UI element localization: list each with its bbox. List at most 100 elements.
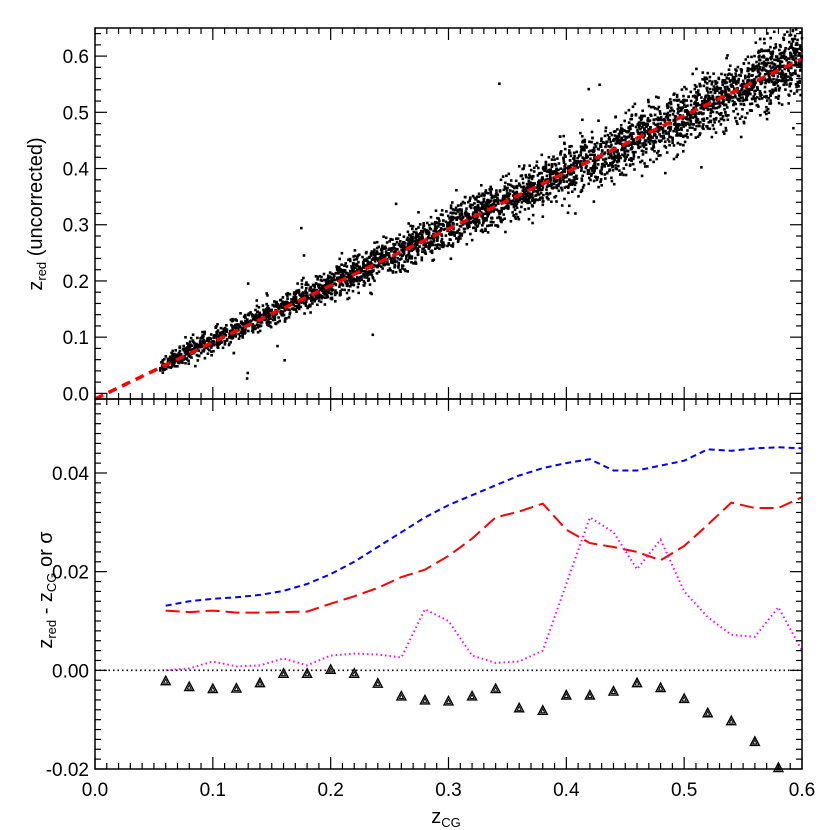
scatter-point <box>648 135 651 139</box>
scatter-point <box>343 288 346 292</box>
scatter-point <box>674 120 677 124</box>
scatter-point <box>409 234 413 237</box>
scatter-point <box>770 66 773 70</box>
scatter-point <box>566 211 570 215</box>
scatter-point <box>357 291 360 295</box>
scatter-point <box>551 172 554 176</box>
scatter-point <box>768 76 771 79</box>
scatter-point <box>754 97 757 100</box>
scatter-point <box>358 253 361 256</box>
scatter-point <box>588 140 591 144</box>
scatter-point <box>705 100 709 103</box>
scatter-point <box>629 141 633 144</box>
scatter-point <box>501 218 505 222</box>
scatter-point <box>701 71 705 74</box>
scatter-point <box>725 98 728 101</box>
scatter-point <box>274 322 277 325</box>
scatter-point <box>343 274 346 277</box>
scatter-point <box>316 278 319 281</box>
scatter-point <box>611 156 615 160</box>
scatter-point <box>360 275 363 279</box>
scatter-point <box>202 348 206 352</box>
scatter-point <box>513 208 517 212</box>
scatter-point <box>262 314 265 317</box>
scatter-point <box>676 141 680 145</box>
scatter-point <box>455 223 459 226</box>
scatter-point <box>394 270 398 274</box>
scatter-point <box>796 63 799 67</box>
scatter-point <box>253 327 257 331</box>
scatter-point <box>500 210 503 214</box>
scatter-point <box>590 140 593 144</box>
bias-triangle-inner <box>186 683 193 690</box>
scatter-point <box>789 52 792 56</box>
scatter-point <box>767 96 771 100</box>
scatter-point <box>686 129 689 132</box>
scatter-point <box>639 160 642 164</box>
scatter-point <box>722 100 725 103</box>
scatter-point <box>547 168 550 172</box>
scatter-point <box>340 263 343 266</box>
scatter-point <box>663 140 667 143</box>
scatter-point <box>532 201 536 205</box>
scatter-point <box>222 327 225 331</box>
scatter-point <box>787 75 790 78</box>
scatter-point <box>555 168 558 172</box>
scatter-point <box>460 208 463 211</box>
scatter-point <box>352 255 355 258</box>
scatter-point <box>704 80 707 84</box>
scatter-point <box>656 124 659 128</box>
bottom-y-axis-title-suffix: or σ <box>35 531 57 573</box>
scatter-point <box>564 163 567 166</box>
scatter-point <box>740 71 743 74</box>
scatter-point <box>349 259 352 263</box>
scatter-point <box>792 71 795 75</box>
scatter-point <box>741 91 745 94</box>
scatter-point <box>760 81 764 84</box>
scatter-point <box>585 146 588 149</box>
scatter-point <box>762 49 765 53</box>
scatter-point <box>695 121 699 124</box>
scatter-point <box>366 270 370 274</box>
scatter-point <box>463 201 466 205</box>
scatter-point <box>281 296 285 299</box>
scatter-point <box>755 104 759 107</box>
scatter-point <box>757 56 761 59</box>
scatter-point <box>316 275 320 279</box>
scatter-point <box>525 192 528 196</box>
scatter-point <box>739 90 742 93</box>
scatter-point <box>533 198 536 202</box>
scatter-point <box>702 123 705 126</box>
scatter-point <box>653 113 657 117</box>
scatter-point <box>437 243 440 246</box>
scatter-point <box>251 324 254 327</box>
scatter-point <box>744 97 748 100</box>
scatter-point <box>490 187 493 191</box>
scatter-point <box>762 63 766 66</box>
scatter-point <box>565 166 568 170</box>
scatter-point <box>609 155 612 158</box>
scatter-point <box>393 263 396 267</box>
scatter-point <box>565 175 568 179</box>
scatter-point <box>574 181 578 185</box>
scatter-point <box>421 230 424 233</box>
scatter-point <box>496 224 499 227</box>
scatter-point <box>239 325 242 329</box>
scatter-point <box>468 215 471 219</box>
scatter-point <box>205 346 208 349</box>
scatter-point <box>719 87 722 90</box>
scatter-point <box>648 127 652 131</box>
scatter-point <box>729 83 733 87</box>
scatter-point <box>734 116 737 120</box>
scatter-point <box>540 188 544 192</box>
scatter-point <box>587 87 590 91</box>
bottom-y-axis-title-mid: - z <box>35 592 57 620</box>
scatter-point <box>736 65 740 69</box>
scatter-point <box>427 235 430 239</box>
scatter-point <box>373 248 376 252</box>
scatter-point <box>592 166 596 170</box>
scatter-point <box>697 103 701 107</box>
scatter-point <box>492 220 495 224</box>
scatter-point <box>309 287 313 291</box>
scatter-point <box>695 85 698 88</box>
